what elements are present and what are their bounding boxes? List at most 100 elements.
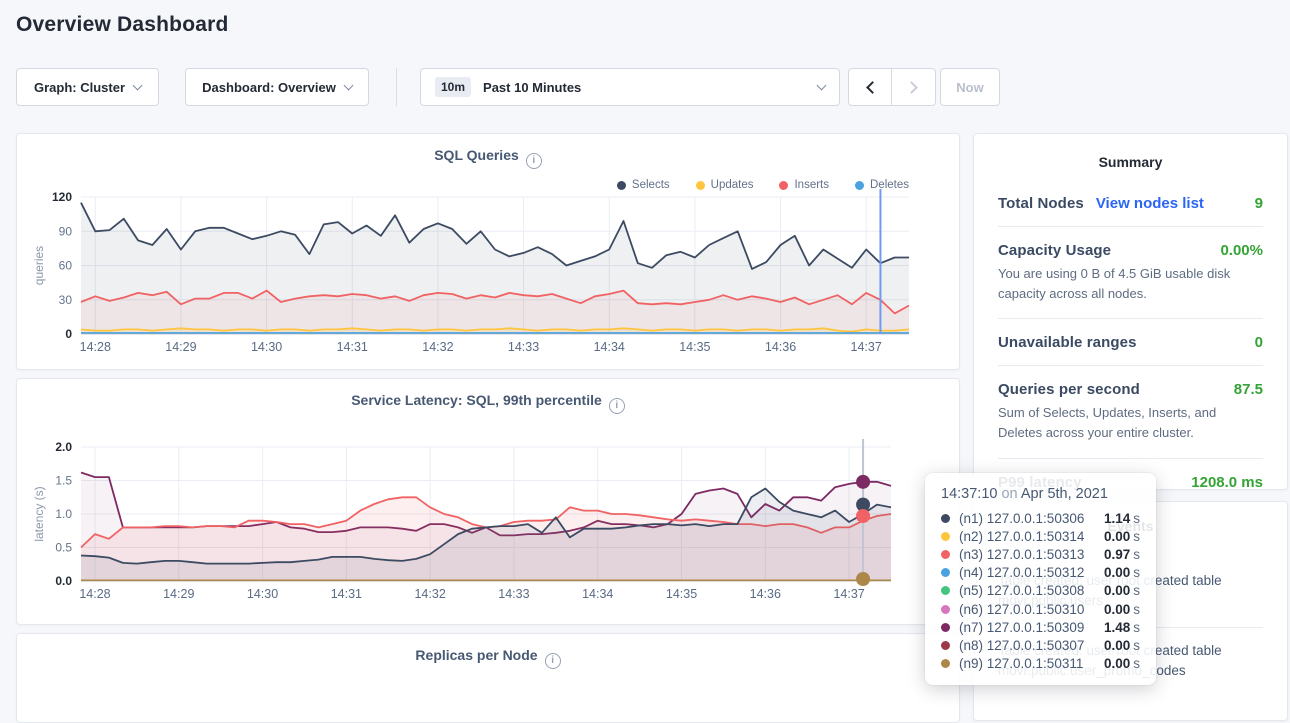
dashboard-dropdown-label: Dashboard: Overview [202,79,336,95]
legend-label: Deletes [870,179,909,191]
tooltip-on-word: on [1001,486,1018,502]
series-dot-icon [941,513,950,523]
series-dot-icon [941,622,950,632]
svg-text:0.0: 0.0 [55,574,72,588]
svg-text:1.0: 1.0 [55,507,72,521]
summary-title: Summary [1098,154,1163,170]
series-dot-icon [855,180,864,190]
summary-row-total-nodes: Total Nodes View nodes list 9 [998,180,1263,226]
summary-panel: Summary Total Nodes View nodes list 9 Ca… [973,133,1288,491]
legend-item: Updates [695,179,754,191]
svg-text:14:33: 14:33 [508,340,539,354]
series-dot-icon [941,659,950,669]
svg-text:14:32: 14:32 [414,587,445,601]
tooltip-row: (n4) 127.0.0.1:50312 0.00 s [941,564,1140,582]
total-nodes-label: Total Nodes [998,195,1084,212]
tooltip-row: (n1) 127.0.0.1:50306 1.14 s [941,509,1140,527]
svg-text:14:29: 14:29 [165,340,196,354]
svg-text:14:37: 14:37 [833,587,864,601]
info-icon[interactable]: i [608,398,625,414]
svg-text:14:37: 14:37 [851,340,882,354]
tooltip-row: (n7) 127.0.0.1:50309 1.48 s [941,618,1140,636]
tooltip-unit: s [1133,619,1140,635]
tooltip-unit: s [1133,528,1140,544]
legend-item: Selects [616,179,670,191]
summary-row-qps: Queries per second 87.5 Sum of Selects, … [998,365,1263,457]
time-next-button[interactable] [892,68,936,106]
chevron-down-icon [343,80,354,90]
graph-dropdown-label: Graph: Cluster [33,79,125,95]
series-dot-icon [695,180,705,190]
tooltip-row: (n2) 127.0.0.1:50314 0.00 s [941,527,1140,545]
series-dot-icon [941,549,950,559]
capacity-usage-label: Capacity Usage [998,242,1112,259]
chevron-left-icon [865,80,879,94]
svg-text:30: 30 [59,293,73,307]
tooltip-row: (n8) 127.0.0.1:50307 0.00 s [941,636,1140,654]
legend-item: Inserts [779,179,829,191]
sql-queries-card: SQL Queries i Selects Updates Inserts Delete… [16,133,960,370]
tooltip-value: 0.00 [1103,565,1131,581]
tooltip-value: 0.00 [1103,601,1131,617]
chevron-down-icon [132,80,143,90]
replicas-per-node-title: Replicas per Node [415,647,538,663]
svg-text:2.0: 2.0 [55,440,72,454]
time-range-badge: 10m [435,77,472,97]
qps-value: 87.5 [1233,381,1263,399]
series-dot-icon [616,180,626,190]
tooltip-unit: s [1133,601,1140,617]
tooltip-value: 0.97 [1103,546,1131,562]
sql-queries-title: SQL Queries [434,147,519,163]
chart-title-row: Replicas per Node i [17,634,959,669]
summary-row-unavailable: Unavailable ranges 0 [998,318,1263,365]
tooltip-value: 0.00 [1103,637,1131,653]
time-nav-group [848,68,936,106]
sql-queries-chart[interactable]: 14:28 14:29 14:30 14:31 14:32 14:33 14:34 14:35… [17,134,961,371]
series-dot-icon [779,180,789,190]
service-latency-chart[interactable]: 14:28 14:29 14:30 14:31 14:32 14:33 14:34 14:35… [17,379,961,626]
legend-label: Inserts [794,179,829,191]
qps-desc: Sum of Selects, Updates, Inserts, and De… [998,405,1217,441]
summary-row-capacity: Capacity Usage 0.00% You are using 0 B o… [998,226,1263,318]
svg-text:14:28: 14:28 [79,587,110,601]
view-nodes-list-link[interactable]: View nodes list [1095,195,1204,212]
time-range-picker[interactable]: 10m Past 10 Minutes [420,68,840,106]
now-button[interactable]: Now [940,68,1000,106]
tooltip-value: 0.00 [1103,583,1131,599]
tooltip-row: (n5) 127.0.0.1:50308 0.00 s [941,582,1140,600]
dashboard-dropdown[interactable]: Dashboard: Overview [185,68,369,106]
tooltip-node-label: (n8) 127.0.0.1:50307 [959,637,1085,653]
svg-text:queries: queries [32,246,46,285]
tooltip-unit: s [1133,583,1140,599]
svg-text:14:30: 14:30 [247,587,278,601]
time-prev-button[interactable] [848,68,892,106]
tooltip-unit: s [1133,565,1140,581]
svg-text:0.5: 0.5 [55,541,72,555]
svg-text:14:31: 14:31 [331,587,362,601]
service-latency-title: Service Latency: SQL, 99th percentile [351,392,602,408]
info-icon[interactable]: i [544,653,561,669]
now-button-label: Now [956,79,984,95]
tooltip-value: 1.48 [1103,619,1131,635]
svg-text:1.5: 1.5 [55,474,72,488]
legend-item: Deletes [855,179,909,191]
series-dot-icon [941,568,950,578]
time-range-label: Past 10 Minutes [483,79,582,95]
tooltip-node-label: (n9) 127.0.0.1:50311 [959,656,1084,672]
tooltip-node-label: (n2) 127.0.0.1:50314 [959,528,1085,544]
legend-label: Updates [710,179,754,191]
tooltip-unit: s [1133,656,1140,672]
series-dot-icon [941,531,950,541]
graph-dropdown[interactable]: Graph: Cluster [16,68,159,106]
svg-text:14:28: 14:28 [80,340,111,354]
info-icon[interactable]: i [525,153,542,169]
svg-text:14:29: 14:29 [163,587,194,601]
tooltip-value: 0.00 [1103,656,1131,672]
svg-text:14:30: 14:30 [251,340,282,354]
unavailable-ranges-label: Unavailable ranges [998,334,1137,352]
svg-text:90: 90 [59,224,73,238]
svg-text:14:34: 14:34 [582,587,613,601]
tooltip-node-label: (n5) 127.0.0.1:50308 [959,583,1085,599]
chart-title-row: SQL Queries i [17,134,959,169]
tooltip-header: 14:37:10 on Apr 5th, 2021 [941,486,1140,502]
